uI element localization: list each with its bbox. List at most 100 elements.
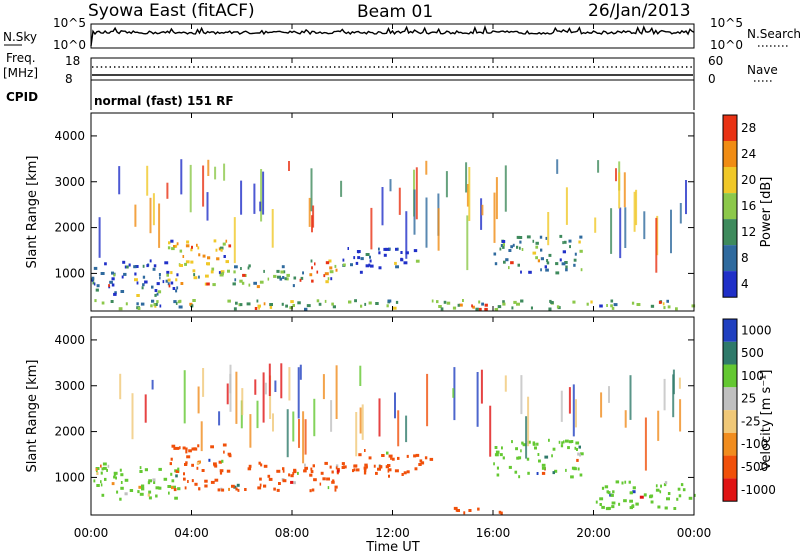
scatter-cell <box>257 486 262 490</box>
colorbar-segment <box>723 141 737 167</box>
scatter-cell <box>190 260 194 264</box>
scatter-cell <box>544 455 549 459</box>
echo-streak <box>262 171 265 215</box>
scatter-cell <box>258 461 261 465</box>
scatter-cell <box>457 303 460 307</box>
scatter-cell <box>691 304 696 308</box>
scatter-cell <box>573 467 577 471</box>
scatter-cell <box>561 441 564 445</box>
scatter-cell <box>292 284 295 288</box>
colorbar-tick-label: 500 <box>741 346 764 360</box>
scatter-cell <box>324 461 328 465</box>
scatter-cell <box>156 282 160 286</box>
scatter-cell <box>494 262 498 266</box>
scatter-cell <box>170 472 173 476</box>
scatter-cell <box>472 305 475 309</box>
freq-label: Freq. <box>6 51 36 65</box>
scatter-cell <box>120 486 124 490</box>
scatter-cell <box>394 261 397 265</box>
echo-streak <box>425 160 428 175</box>
scatter-cell <box>306 304 311 308</box>
scatter-cell <box>521 248 524 251</box>
beam-label: Beam 01 <box>357 2 433 22</box>
scatter-cell <box>336 469 340 473</box>
scatter-cell <box>139 466 142 470</box>
scatter-cell <box>403 261 408 265</box>
scatter-cell <box>502 245 505 249</box>
colorbar-tick-label: 1000 <box>741 323 772 337</box>
scatter-cell <box>353 464 358 468</box>
scatter-cell <box>134 265 139 268</box>
scatter-cell <box>355 468 360 472</box>
scatter-cell <box>198 460 201 464</box>
echo-streak <box>445 171 448 198</box>
scatter-cell <box>554 469 558 473</box>
scatter-cell <box>387 299 392 303</box>
power-data <box>91 159 696 311</box>
scatter-cell <box>535 256 538 260</box>
x-tick-label: 00:00 <box>74 526 109 540</box>
scatter-cell <box>168 284 171 288</box>
scatter-cell <box>113 475 116 479</box>
scatter-cell <box>352 469 354 473</box>
freq-unit-label: [MHz] <box>3 66 38 80</box>
scatter-cell <box>578 445 581 449</box>
scatter-cell <box>172 287 176 290</box>
colorbar-tick-label: 12 <box>741 225 756 239</box>
scatter-cell <box>493 252 497 256</box>
scatter-cell <box>494 308 499 311</box>
scatter-cell <box>276 469 281 473</box>
scatter-cell <box>618 502 621 506</box>
scatter-cell <box>114 291 117 295</box>
scatter-cell <box>537 453 540 456</box>
scatter-cell <box>185 447 188 451</box>
scatter-cell <box>206 282 210 286</box>
echo-streak <box>359 365 362 386</box>
echo-streak <box>405 415 408 443</box>
scatter-cell <box>388 454 393 458</box>
scatter-cell <box>237 488 240 492</box>
scatter-cell <box>526 235 531 239</box>
scatter-cell <box>113 292 117 296</box>
scatter-cell <box>148 496 152 500</box>
colorbar-tick-label: -25 <box>741 415 761 429</box>
scatter-cell <box>677 487 681 491</box>
scatter-cell <box>518 475 521 479</box>
scatter-cell <box>136 294 140 297</box>
scatter-cell <box>176 286 179 290</box>
echo-streak <box>629 375 632 420</box>
echo-streak <box>685 180 687 215</box>
scatter-cell <box>246 302 251 306</box>
echo-streak <box>207 159 210 176</box>
scatter-cell <box>520 299 524 303</box>
scatter-cell <box>189 302 193 306</box>
echo-streak <box>146 165 149 196</box>
scatter-cell <box>292 304 295 307</box>
echo-streak <box>268 363 271 396</box>
scatter-cell <box>331 302 334 306</box>
scatter-cell <box>184 463 188 466</box>
scatter-cell <box>169 462 172 466</box>
scatter-cell <box>607 491 611 495</box>
scatter-cell <box>667 305 671 309</box>
colorbar-segment <box>723 219 737 246</box>
scatter-cell <box>193 447 197 451</box>
colorbar-segment <box>723 341 737 365</box>
colorbar-segment <box>723 245 737 272</box>
scatter-cell <box>481 302 484 306</box>
scatter-cell <box>664 481 668 485</box>
colorbar-tick-label: 4 <box>741 277 749 291</box>
scatter-cell <box>478 307 482 311</box>
nsky-trace <box>90 24 695 47</box>
scatter-cell <box>120 290 125 293</box>
echo-streak <box>426 373 429 427</box>
scatter-cell <box>551 454 553 458</box>
scatter-cell <box>580 268 583 272</box>
scatter-cell <box>185 260 190 264</box>
scatter-cell <box>568 239 572 243</box>
scatter-cell <box>225 260 229 264</box>
scatter-cell <box>385 247 389 251</box>
scatter-cell <box>286 273 290 277</box>
y-tick-label: 4000 <box>54 129 85 143</box>
scatter-cell <box>322 477 326 481</box>
